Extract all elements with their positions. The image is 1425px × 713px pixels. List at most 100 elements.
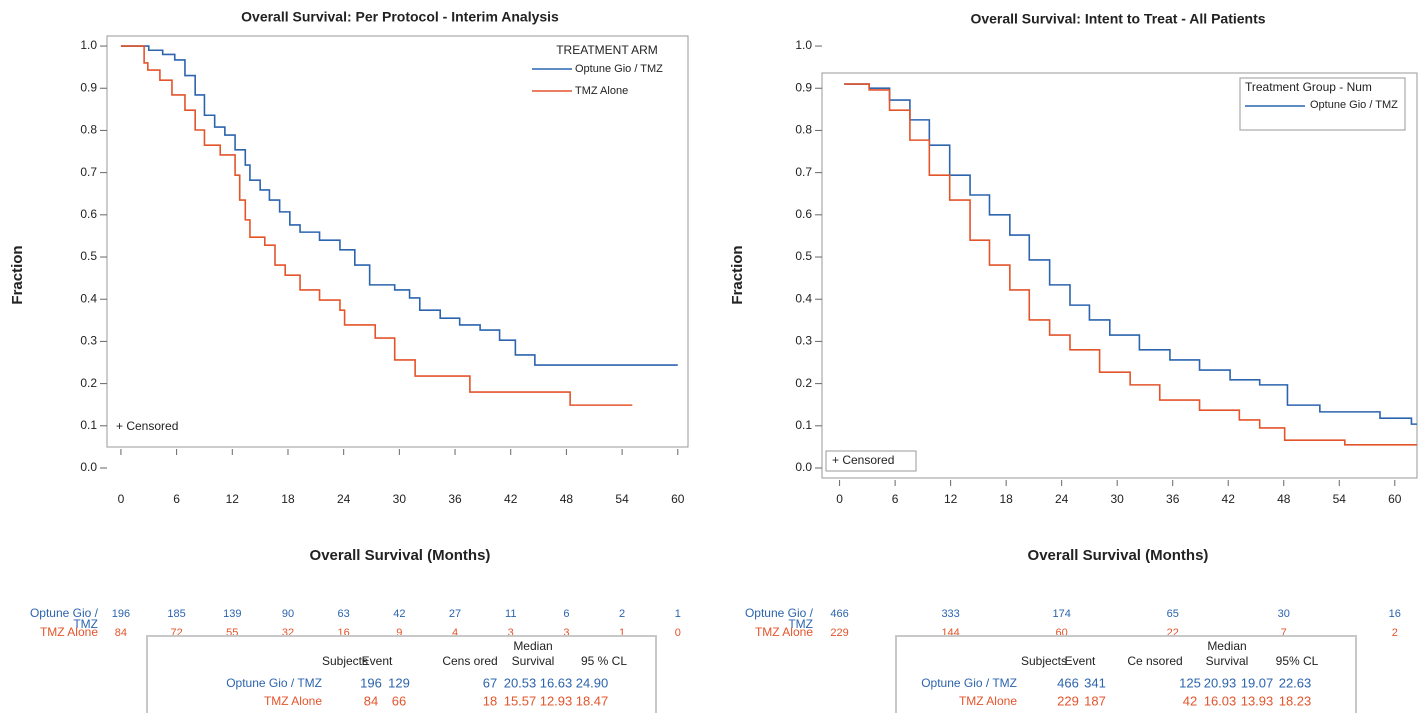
x-tick-label: 0 — [836, 492, 843, 506]
x-tick-label: 36 — [1166, 492, 1180, 506]
summary-header: Event — [1065, 654, 1096, 668]
summary-cell: 15.57 — [504, 693, 537, 708]
summary-cell: 13.93 — [1241, 693, 1274, 708]
legend-label-box: Optune Gio / TMZ — [1310, 100, 1398, 111]
risk-count: 32 — [282, 627, 294, 639]
risk-row-label: TMZ Alone — [754, 627, 813, 639]
risk-count: 3 — [508, 627, 514, 639]
risk-count: 174 — [1052, 608, 1070, 620]
risk-count: 84 — [115, 627, 127, 639]
y-tick-label: 0.2 — [80, 376, 97, 390]
risk-count: 30 — [1278, 608, 1290, 620]
x-tick-label: 60 — [1388, 492, 1402, 506]
y-tick-label: 0.9 — [80, 80, 97, 94]
summary-cell: 20.53 — [504, 675, 537, 690]
y-tick-label: 1.0 — [80, 38, 97, 52]
censored-box — [825, 450, 917, 472]
summary-header: Event — [362, 654, 393, 668]
summary-header: Cens ored — [442, 654, 497, 668]
summary-header: Median — [513, 639, 552, 653]
x-tick-label: 42 — [1222, 492, 1236, 506]
y-tick-label: 0.6 — [795, 207, 812, 221]
risk-row-label: Optune Gio / TMZ — [29, 608, 98, 631]
summary-cell: Optune Gio / TMZ — [921, 676, 1017, 690]
summary-frame — [895, 635, 1357, 713]
x-axis-title: Overall Survival (Months) — [1028, 547, 1209, 564]
risk-count: 55 — [226, 627, 238, 639]
risk-count: 42 — [393, 608, 405, 620]
summary-cell: 125 — [1179, 675, 1201, 690]
survival-curve — [844, 83, 1417, 446]
x-axis-title: Overall Survival (Months) — [310, 547, 491, 564]
legend-label: Optune Gio / TMZ — [1310, 100, 1398, 111]
risk-count: 3 — [563, 627, 569, 639]
x-tick-label: 48 — [560, 492, 574, 506]
y-axis-title: Fraction — [729, 245, 746, 304]
risk-count: 333 — [941, 608, 959, 620]
y-tick-label: 0.8 — [795, 123, 812, 137]
x-tick-label: 6 — [173, 492, 180, 506]
risk-row-label-box: Optune Gio / TMZ — [29, 608, 98, 631]
summary-header: Subjects — [322, 654, 368, 668]
risk-count: 72 — [170, 627, 182, 639]
summary-cell: 187 — [1084, 693, 1106, 708]
risk-count: 1 — [619, 627, 625, 639]
risk-count: 7 — [1281, 627, 1287, 639]
risk-count: 90 — [282, 608, 294, 620]
censored-note: + Censored — [832, 453, 894, 467]
risk-count: 2 — [619, 608, 625, 620]
y-tick-label: 0.7 — [80, 165, 97, 179]
risk-count: 9 — [396, 627, 402, 639]
summary-cell: TMZ Alone — [959, 694, 1017, 708]
summary-cell: 18.47 — [576, 693, 609, 708]
summary-cell: 19.07 — [1241, 675, 1274, 690]
summary-cell: 129 — [388, 675, 410, 690]
risk-row-label: TMZ Alone — [39, 627, 98, 639]
x-tick-label: 54 — [615, 492, 629, 506]
risk-row-label-box: TMZ Alone — [39, 627, 98, 639]
y-tick-label: 0.9 — [795, 80, 812, 94]
risk-count: 139 — [223, 608, 241, 620]
summary-cell: 20.93 — [1204, 675, 1237, 690]
summary-cell: 67 — [483, 675, 497, 690]
risk-count: 22 — [1167, 627, 1179, 639]
summary-cell: 84 — [364, 693, 378, 708]
summary-cell: TMZ Alone — [264, 694, 322, 708]
x-tick-label: 42 — [504, 492, 518, 506]
legend-title: Treatment Group - Num — [1245, 80, 1372, 94]
summary-cell: 341 — [1084, 675, 1106, 690]
legend-label: Optune Gio / TMZ — [575, 63, 663, 75]
summary-header: Survival — [1206, 654, 1249, 668]
x-tick-label: 18 — [281, 492, 295, 506]
y-tick-label: 0.8 — [80, 123, 97, 137]
legend-title: TREATMENT ARM — [556, 43, 658, 57]
summary-cell: 18 — [483, 693, 497, 708]
summary-cell: 16.63 — [540, 675, 573, 690]
y-tick-label: 0.4 — [795, 291, 812, 305]
plot-frame — [821, 72, 1418, 479]
y-tick-label: 0.7 — [795, 165, 812, 179]
risk-count: 16 — [1389, 608, 1401, 620]
risk-count: 4 — [452, 627, 458, 639]
summary-cell: 18.23 — [1279, 693, 1312, 708]
y-tick-label: 0.0 — [795, 460, 812, 474]
risk-count: 11 — [505, 608, 516, 620]
y-tick-label: 0.1 — [80, 418, 97, 432]
summary-cell: 229 — [1057, 693, 1079, 708]
summary-frame — [146, 635, 657, 713]
y-tick-label: 0.4 — [80, 291, 97, 305]
chart-title: Overall Survival: Intent to Treat - All … — [970, 11, 1265, 27]
y-tick-label: 0.6 — [80, 207, 97, 221]
x-tick-label: 36 — [448, 492, 462, 506]
y-tick-label: 0.0 — [80, 460, 97, 474]
risk-count: 27 — [449, 608, 461, 620]
x-tick-label: 48 — [1277, 492, 1291, 506]
censored-note: + Censored — [116, 419, 178, 433]
risk-count: 16 — [338, 627, 350, 639]
risk-count: 196 — [112, 608, 130, 620]
risk-count: 144 — [941, 627, 959, 639]
summary-header: Survival — [512, 654, 555, 668]
y-tick-label: 0.2 — [795, 376, 812, 390]
y-tick-label: 0.1 — [795, 418, 812, 432]
